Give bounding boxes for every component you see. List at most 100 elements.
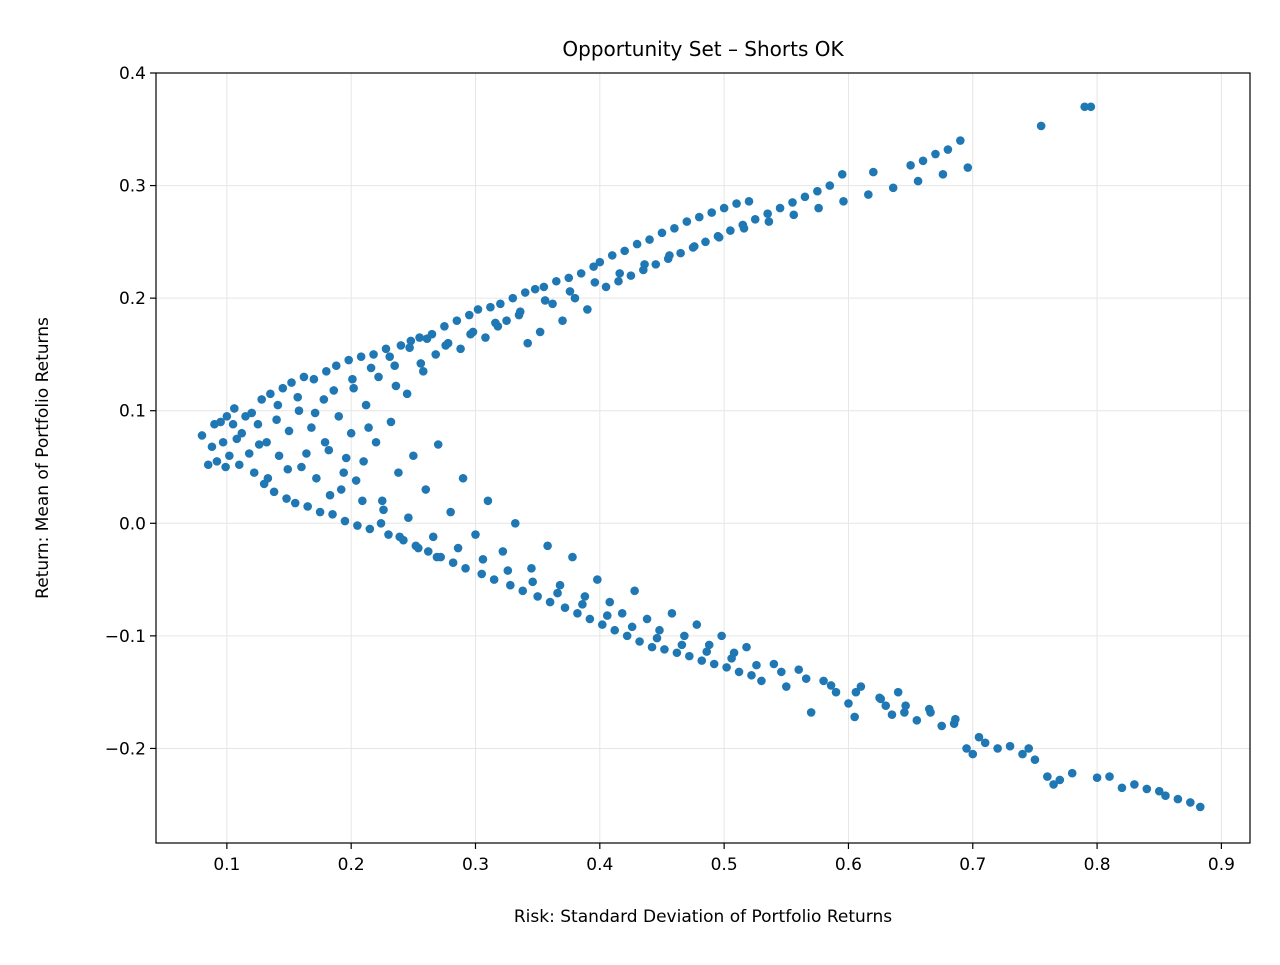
scatter-point — [491, 318, 500, 328]
scatter-point — [1105, 772, 1114, 781]
scatter-point — [583, 305, 592, 314]
scatter-point — [310, 408, 320, 418]
y-tick-label: 0.4 — [119, 64, 146, 84]
scatter-point — [266, 389, 275, 399]
scatter-point — [1043, 772, 1052, 781]
scatter-point — [249, 468, 259, 477]
scatter-point — [448, 558, 458, 567]
plot-area — [155, 72, 1251, 844]
scatter-point — [739, 224, 749, 233]
scatter-point — [386, 417, 396, 427]
scatter-point — [234, 460, 244, 470]
scatter-point — [627, 622, 637, 632]
scatter-point — [752, 660, 761, 670]
scatter-point — [881, 701, 891, 710]
scatter-point — [486, 302, 495, 312]
scatter-point — [394, 468, 403, 477]
y-tick-label: −0.2 — [105, 739, 146, 759]
scatter-point — [665, 251, 674, 260]
scatter-point — [533, 592, 542, 601]
scatter-point — [409, 451, 418, 461]
scatter-point — [253, 419, 263, 429]
scatter-point — [358, 496, 367, 506]
scatter-point — [353, 521, 362, 530]
scatter-point — [369, 350, 378, 359]
scatter-point — [1130, 780, 1139, 789]
scatter-point — [825, 181, 835, 190]
scatter-point — [515, 307, 525, 316]
scatter-point — [734, 667, 744, 677]
scatter-point — [230, 404, 239, 413]
scatter-point — [523, 338, 533, 348]
x-tick-label: 0.3 — [462, 855, 489, 875]
scatter-point — [626, 271, 636, 280]
scatter-point — [680, 631, 689, 641]
scatter-point — [640, 260, 649, 269]
scatter-point — [272, 415, 281, 425]
scatter-point — [573, 609, 582, 618]
scatter-point — [312, 473, 321, 483]
scatter-point — [602, 611, 612, 620]
scatter-point — [888, 183, 898, 193]
x-axis-ticks: 0.1 0.2 0.3 0.4 0.5 0.6 0.7 0.8 0.9 — [213, 843, 1235, 875]
scatter-point — [496, 299, 505, 309]
scatter-point — [341, 453, 351, 463]
scatter-point — [620, 246, 629, 256]
scatter-point — [489, 575, 499, 584]
scatter-point — [568, 552, 577, 562]
scatter-point — [726, 226, 735, 235]
scatter-point — [578, 600, 587, 609]
scatter-point — [630, 586, 639, 596]
scatter-point — [1005, 741, 1015, 751]
scatter-point — [287, 378, 296, 387]
scatter-point — [869, 167, 878, 177]
scatter-point — [269, 487, 279, 497]
scatter-point — [283, 464, 293, 474]
scatter-point — [518, 586, 528, 596]
scatter-point — [349, 383, 358, 393]
y-tick-label: 0.2 — [119, 289, 146, 309]
scatter-point — [585, 614, 595, 624]
scatter-point — [1024, 744, 1034, 753]
scatter-point — [1186, 798, 1195, 807]
scatter-point — [580, 592, 590, 601]
scatter-point — [769, 659, 779, 669]
scatter-point — [788, 198, 797, 207]
scatter-point — [622, 631, 632, 641]
scatter-point — [405, 343, 414, 352]
scatter-point — [1055, 775, 1065, 785]
scatter-point — [377, 496, 387, 506]
scatter-point — [831, 687, 841, 697]
scatter-point — [794, 665, 804, 674]
scatter-point — [570, 293, 580, 303]
scatter-point — [498, 547, 508, 556]
scatter-point — [228, 419, 238, 429]
scatter-point — [365, 524, 375, 534]
scatter-point — [689, 242, 699, 251]
scatter-point — [576, 269, 586, 278]
scatter-point — [348, 374, 357, 384]
scatter-point — [431, 350, 441, 359]
scatter-point — [545, 597, 555, 607]
x-tick-label: 0.1 — [213, 855, 240, 875]
scatter-point — [396, 341, 406, 350]
scatter-point — [294, 406, 304, 416]
scatter-point — [254, 440, 264, 449]
scatter-point — [605, 597, 615, 607]
scatter-point — [806, 708, 816, 717]
scatter-point — [299, 372, 309, 382]
scatter-point — [477, 569, 487, 579]
scatter-point — [968, 749, 978, 759]
scatter-point — [839, 197, 848, 206]
scatter-point — [781, 682, 791, 691]
scatter-point — [651, 260, 661, 269]
scatter-point — [565, 287, 575, 296]
scatter-point — [655, 625, 664, 635]
scatter-point — [344, 355, 353, 365]
scatter-point — [814, 203, 823, 213]
scatter-point — [1018, 749, 1027, 759]
scatter-point — [851, 687, 861, 697]
scatter-point — [322, 367, 331, 376]
scatter-point — [560, 603, 570, 613]
